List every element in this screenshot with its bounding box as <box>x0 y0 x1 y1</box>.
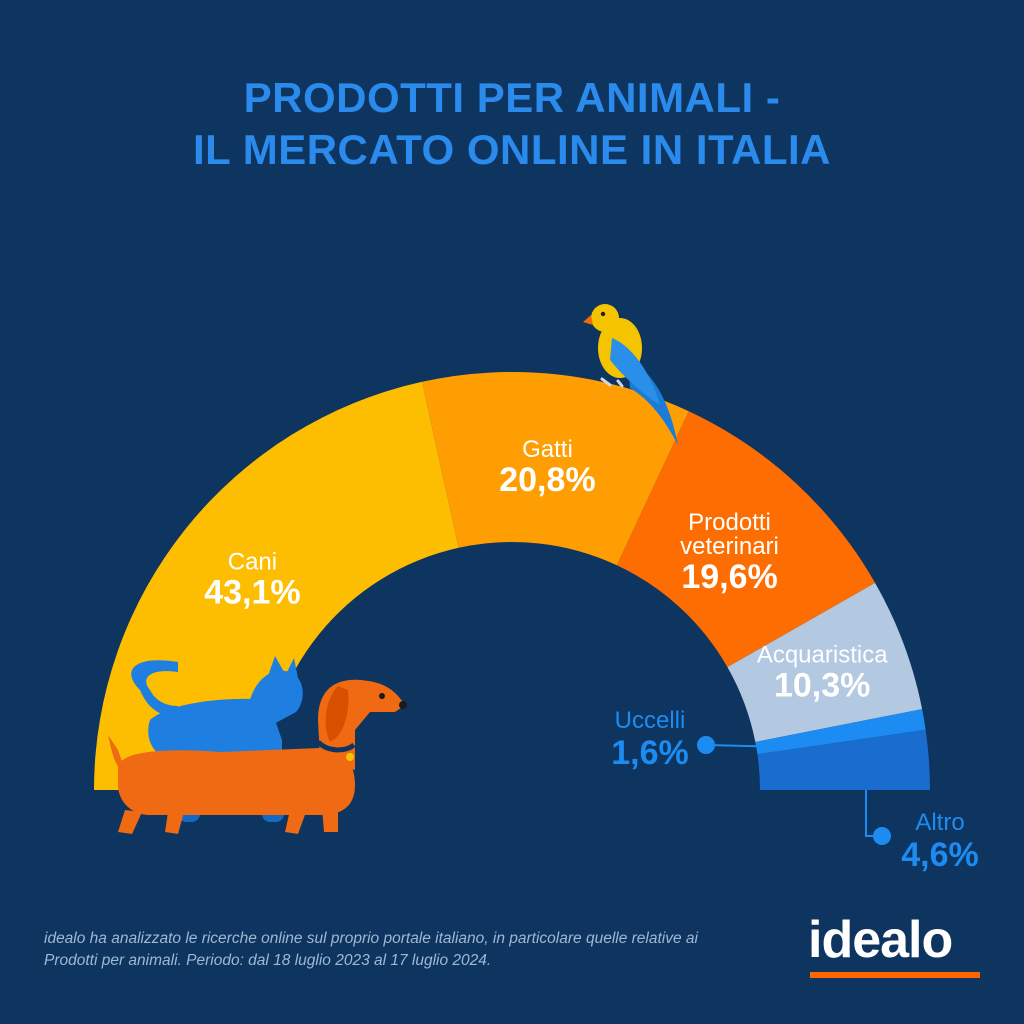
label-altro: Altro <box>915 809 964 836</box>
value-uccelli: 1,6% <box>611 734 689 772</box>
slice-cani <box>94 381 459 790</box>
logo-underline <box>810 972 980 978</box>
callout-dot-uccelli <box>697 736 715 754</box>
label-prodotti-veterinari-line-1: Prodotti <box>688 509 771 536</box>
label-uccelli: Uccelli <box>615 707 686 734</box>
slice-gatti <box>422 372 689 566</box>
title-line-2: IL MERCATO ONLINE IN ITALIA <box>192 126 832 173</box>
idealo-logo: idealo <box>808 914 983 978</box>
label-gatti: Gatti <box>522 436 573 463</box>
label-cani: Cani <box>228 548 277 575</box>
title-line-1: PRODOTTI PER ANIMALI - <box>243 74 781 121</box>
label-acquaristica: Acquaristica <box>757 641 888 668</box>
chart-title: PRODOTTI PER ANIMALI - IL MERCATO ONLINE… <box>0 72 1024 176</box>
value-prodotti-veterinari: 19,6% <box>681 558 777 596</box>
slice-uccelli <box>755 709 926 755</box>
footnote: idealo ha analizzato le ricerche online … <box>44 930 698 969</box>
dachshund-icon <box>108 679 407 834</box>
slice-prodotti-veterinari <box>616 411 876 668</box>
logo-text: idealo <box>808 911 953 969</box>
value-altro: 4,6% <box>901 836 979 874</box>
callout-line-uccelli <box>705 744 767 748</box>
value-gatti: 20,8% <box>499 461 595 499</box>
parrot-icon <box>583 304 678 445</box>
slice-acquaristica <box>727 582 923 742</box>
chart-slices <box>94 372 930 790</box>
callout-dot-altro <box>873 827 891 845</box>
value-cani: 43,1% <box>204 573 300 611</box>
slice-altro <box>757 729 930 790</box>
value-acquaristica: 10,3% <box>774 666 870 704</box>
label-prodotti-veterinari-line-2: veterinari <box>680 533 779 560</box>
